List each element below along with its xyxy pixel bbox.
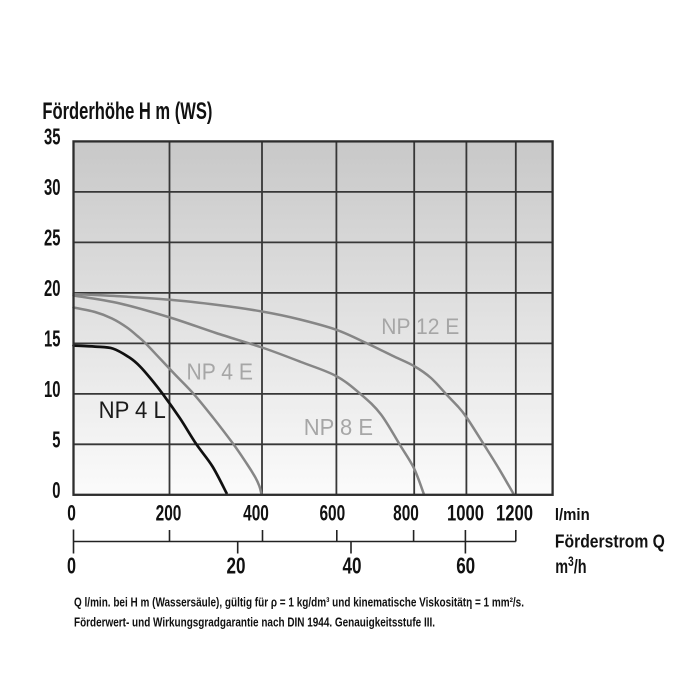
- svg-text:Q l/min. bei H m (Wassersäule): Q l/min. bei H m (Wassersäule), gültig f…: [74, 595, 524, 610]
- svg-text:Förderstrom Q: Förderstrom Q: [555, 532, 665, 552]
- svg-text:800: 800: [393, 500, 419, 525]
- svg-text:0: 0: [52, 477, 60, 503]
- svg-text:NP 12 E: NP 12 E: [381, 314, 459, 339]
- svg-text:NP 4 E: NP 4 E: [187, 359, 254, 385]
- svg-text:0: 0: [67, 500, 76, 525]
- svg-text:20: 20: [44, 275, 61, 301]
- svg-text:10: 10: [44, 376, 61, 402]
- svg-text:NP 8 E: NP 8 E: [304, 414, 373, 440]
- svg-text:0: 0: [67, 553, 76, 579]
- svg-text:l/min: l/min: [555, 505, 590, 524]
- svg-text:600: 600: [319, 500, 345, 525]
- svg-text:40: 40: [343, 553, 362, 579]
- svg-text:20: 20: [227, 553, 246, 579]
- svg-text:25: 25: [44, 225, 61, 251]
- svg-text:1200: 1200: [496, 500, 533, 525]
- svg-text:35: 35: [44, 124, 61, 150]
- svg-text:60: 60: [456, 553, 475, 579]
- svg-text:NP 4 L: NP 4 L: [99, 397, 166, 424]
- svg-text:15: 15: [44, 326, 61, 352]
- svg-text:Förderhöhe H m (WS): Förderhöhe H m (WS): [42, 98, 212, 125]
- svg-text:m3/h: m3/h: [555, 553, 586, 577]
- svg-text:400: 400: [243, 500, 269, 525]
- svg-text:200: 200: [156, 500, 182, 525]
- svg-text:1000: 1000: [447, 500, 484, 525]
- svg-text:Förderwert- und Wirkungsgradga: Förderwert- und Wirkungsgradgarantie nac…: [74, 615, 435, 630]
- svg-text:5: 5: [52, 427, 60, 453]
- svg-text:30: 30: [44, 174, 61, 200]
